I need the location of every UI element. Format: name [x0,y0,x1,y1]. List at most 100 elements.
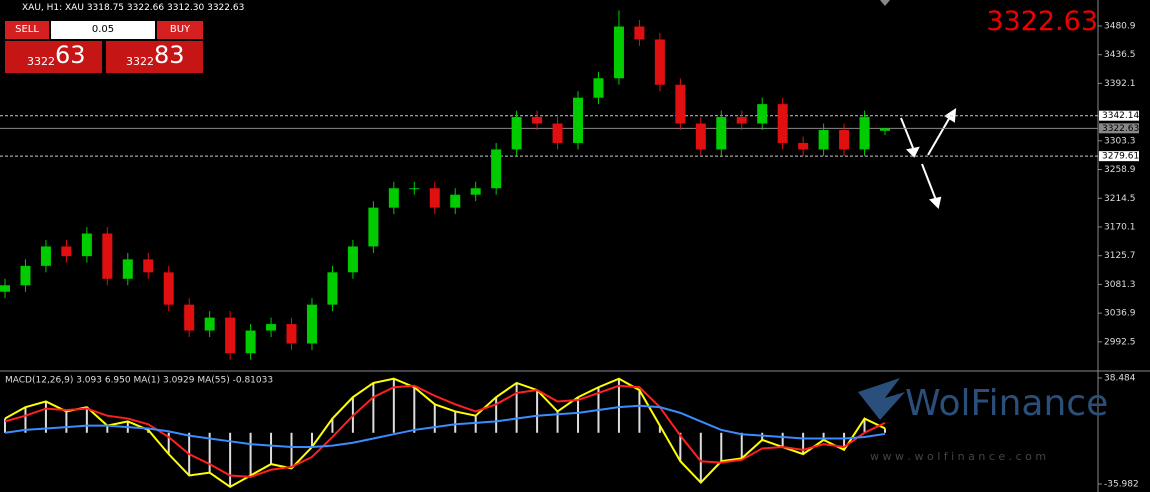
histogram-bar [454,411,457,433]
indicator-line [4,404,886,449]
ask-big: 3322 [126,55,154,68]
level-label: 3279.61 [1102,152,1139,162]
forecast-arrows [900,108,957,209]
histogram-bar [536,390,539,433]
shift-marker [880,0,890,6]
candle-body [0,285,10,292]
histogram-bar [495,397,498,433]
symbol-header: XAU, H1: XAU 3318.75 3322.66 3312.30 332… [22,3,244,13]
histogram-bar [229,432,232,487]
histogram-bar [884,428,886,433]
candle-body [654,39,665,85]
histogram-bar [740,432,743,459]
candle-body [511,117,522,150]
candle-body [225,317,236,354]
histogram-bar [331,418,334,433]
y-tick-label: 3480.9 [1104,21,1136,31]
buy-button[interactable]: BUY [157,21,203,39]
bid-small: 63 [55,41,86,69]
candle-body [20,265,31,286]
candle-body [675,84,686,124]
bid-label: 3322.63 [1102,124,1139,134]
candle-body [450,194,461,208]
candle-body [859,117,870,150]
histogram-bar [658,425,661,433]
candle-body [122,259,133,279]
ohlc-close: 3322.63 [207,3,245,13]
histogram-bar [433,404,436,433]
ohlc-open: 3318.75 [86,3,125,13]
candle-body [695,123,706,150]
candle-body [777,104,788,143]
candle-body [327,272,338,305]
bid-box[interactable]: 3322 63 [5,41,102,73]
histogram-bar [24,407,27,433]
candle-body [102,233,113,279]
histogram-bar [699,432,702,483]
candle-body [798,142,809,150]
candle-body [143,259,154,273]
candle-body [429,188,440,208]
sell-button[interactable]: SELL [5,21,49,39]
histogram-bar [720,432,723,462]
histogram-bar [310,432,313,448]
ohlc-low: 3312.30 [167,3,205,13]
candle-body [368,207,379,247]
indicator-line [4,384,886,478]
histogram-bar [802,432,805,455]
candle-body [266,324,277,331]
ask-small: 83 [154,41,185,69]
y-tick-label: 3303.3 [1104,136,1136,146]
histogram-bar [85,407,88,433]
histogram-bar [290,432,293,469]
candle-body [184,304,195,331]
candle-body [388,188,399,208]
histogram-bar [822,432,825,440]
histogram-bar [208,432,211,473]
candle-body [163,272,174,305]
y-tick-label: 3170.1 [1104,222,1136,232]
level-label-bg [1099,110,1139,121]
level-label: 3342.14 [1102,111,1139,121]
symbol: XAU, H1: XAU [22,3,84,13]
histogram-bar [781,432,784,448]
candle-body [347,246,358,273]
bid-big: 3322 [27,55,55,68]
y-tick-label: 3036.9 [1104,309,1136,319]
candle-body [716,117,727,150]
histogram-bar [577,397,580,433]
histogram-bar [4,418,6,433]
ask-box[interactable]: 3322 83 [106,41,203,73]
histogram-bar [474,415,477,433]
candle-body [286,324,297,344]
histogram-bar [617,378,620,433]
y-tick-label: 38.484 [1104,374,1136,384]
level-label-bg [1099,151,1139,162]
histogram-bar [106,425,109,433]
candle-body [573,97,584,143]
watermark-logo [858,378,905,420]
indicator-title: MACD(12,26,9) 3.093 6.950 MA(1) 3.0929 M… [5,376,273,386]
candle-body [736,117,747,124]
one-click-trading: SELL 0.05 BUY 3322 63 3322 83 [5,21,203,73]
candle-body [613,26,624,79]
candle-body [61,246,72,257]
candle-body [245,330,256,354]
y-tick-label: 3436.5 [1104,50,1136,60]
candle-body [839,130,850,150]
histogram-bar [413,387,416,433]
histogram-bar [44,401,47,433]
candle-body [204,317,215,331]
candle-body [409,188,420,190]
candle-body [757,104,768,124]
candle-body [40,246,51,266]
lot-input[interactable]: 0.05 [51,21,155,39]
y-tick-label: 3392.1 [1104,79,1136,89]
histogram-bar [515,382,518,433]
candle-body [470,188,481,195]
candle-body [818,130,829,150]
histogram-bar [843,432,846,450]
current-price: 3322.63 [986,6,1098,37]
